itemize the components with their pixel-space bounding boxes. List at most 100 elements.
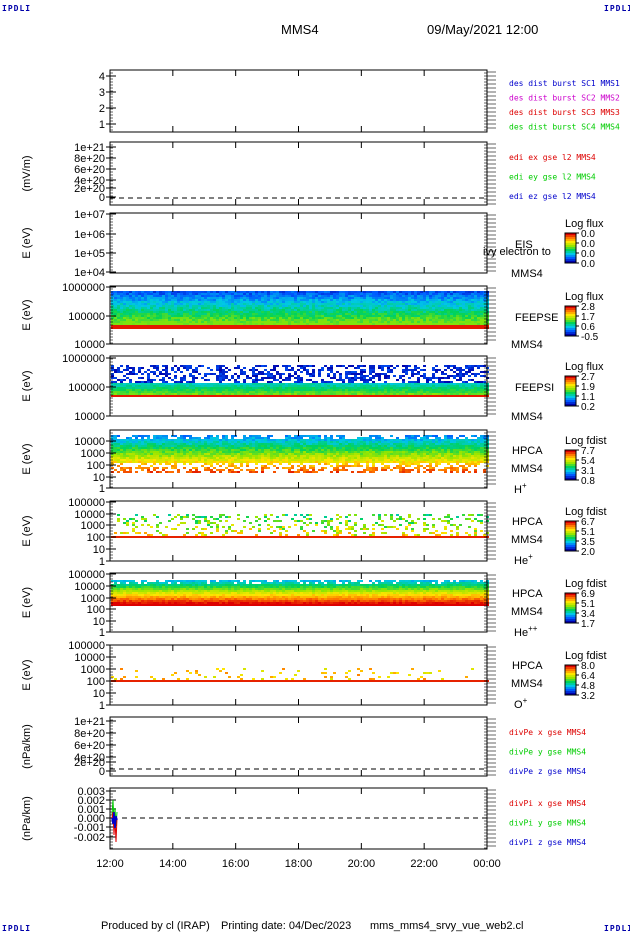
feepse-cell: [195, 291, 198, 293]
feepse-cell: [327, 293, 330, 295]
feepsi-cell: [348, 395, 351, 397]
feepse-cell: [213, 295, 216, 297]
feepse-cell: [363, 309, 366, 311]
feepse-cell: [126, 295, 129, 297]
feepse-cell: [174, 317, 177, 319]
feepse-cell: [114, 311, 117, 313]
hpca-h-cell: [222, 443, 225, 445]
feepsi-cell: [375, 395, 378, 397]
hpca-h-cell: [132, 439, 135, 441]
feepse-cell: [408, 323, 411, 325]
feepse-cell: [369, 327, 372, 329]
hpca-h-cell: [159, 441, 162, 443]
feepse-cell: [267, 321, 270, 323]
feepse-cell: [336, 325, 339, 327]
feepsi-cell: [429, 385, 432, 387]
feepse-cell: [201, 303, 204, 305]
feepse-cell: [300, 321, 303, 323]
feepse-cell: [441, 293, 444, 295]
feepsi-cell: [144, 371, 147, 373]
hpca-h-cell: [228, 465, 231, 467]
feepsi-cell: [372, 391, 375, 393]
feepse-cell: [315, 325, 318, 327]
feepse-cell: [447, 297, 450, 299]
hpca-h-cell: [207, 447, 210, 449]
feepse-cell: [120, 313, 123, 315]
feepsi-cell: [279, 389, 282, 391]
feepse-cell: [300, 295, 303, 297]
hpca-h-cell: [156, 449, 159, 451]
feepse-cell: [186, 293, 189, 295]
hpca-h-cell: [213, 449, 216, 451]
feepsi-cell: [150, 365, 153, 367]
feepse-cell: [120, 325, 123, 327]
feepse-cell: [156, 305, 159, 307]
hpca-h-cell: [180, 437, 183, 439]
feepsi-cell: [354, 367, 357, 369]
feepse-cell: [372, 327, 375, 329]
feepse-cell: [330, 307, 333, 309]
feepsi-cell: [450, 385, 453, 387]
feepse-cell: [387, 317, 390, 319]
feepsi-cell: [456, 393, 459, 395]
feepse-cell: [114, 313, 117, 315]
feepse-cell: [318, 319, 321, 321]
feepsi-cell: [144, 389, 147, 391]
feepse-cell: [369, 293, 372, 295]
hpca-h-cell: [168, 441, 171, 443]
hpca-h-cell: [147, 471, 150, 473]
feepse-cell: [150, 301, 153, 303]
hpca-h-cell: [129, 469, 132, 471]
feepse-cell: [384, 309, 387, 311]
feepsi-cell: [441, 373, 444, 375]
feepse-cell: [174, 315, 177, 317]
feepse-cell: [405, 291, 408, 293]
hpca-h-cell: [174, 465, 177, 467]
feepsi-cell: [135, 391, 138, 393]
feepse-cell: [312, 295, 315, 297]
hpca-h-cell: [144, 457, 147, 459]
feepse-cell: [114, 307, 117, 309]
feepse-cell: [312, 299, 315, 301]
hpca-h-cell: [153, 447, 156, 449]
feepsi-cell: [189, 375, 192, 377]
feepse-cell: [360, 311, 363, 313]
feepse-cell: [309, 297, 312, 299]
feepse-cell: [264, 323, 267, 325]
feepsi-cell: [345, 391, 348, 393]
feepsi-cell: [447, 389, 450, 391]
feepse-cell: [273, 317, 276, 319]
feepse-cell: [348, 307, 351, 309]
hpca-h-cell: [237, 471, 240, 473]
feepse-cell: [183, 301, 186, 303]
feepse-cell: [429, 293, 432, 295]
feepsi-cell: [303, 389, 306, 391]
hpca-h-cell: [225, 437, 228, 439]
feepsi-cell: [129, 395, 132, 397]
feepse-cell: [276, 297, 279, 299]
feepse-cell: [360, 305, 363, 307]
feepsi-cell: [372, 381, 375, 383]
feepse-cell: [384, 323, 387, 325]
feepse-cell: [198, 297, 201, 299]
feepsi-cell: [420, 387, 423, 389]
feepsi-cell: [276, 373, 279, 375]
feepsi-cell: [138, 393, 141, 395]
feepse-cell: [165, 317, 168, 319]
hpca-h-cell: [123, 471, 126, 473]
feepse-cell: [471, 325, 474, 327]
feepse-cell: [441, 297, 444, 299]
feepse-cell: [378, 301, 381, 303]
eis-y-tick-label: 1e+06: [74, 229, 105, 241]
hpca-h-cell: [111, 467, 114, 469]
feepse-cell: [171, 321, 174, 323]
feepse-cell: [195, 301, 198, 303]
feepsi-cell: [426, 391, 429, 393]
feepsi-cell: [369, 371, 372, 373]
feepse-cell: [126, 327, 129, 329]
feepsi-cell: [300, 365, 303, 367]
feepse-cell: [258, 293, 261, 295]
feepsi-cell: [141, 395, 144, 397]
feepsi-cell: [438, 383, 441, 385]
feepsi-cell: [201, 389, 204, 391]
